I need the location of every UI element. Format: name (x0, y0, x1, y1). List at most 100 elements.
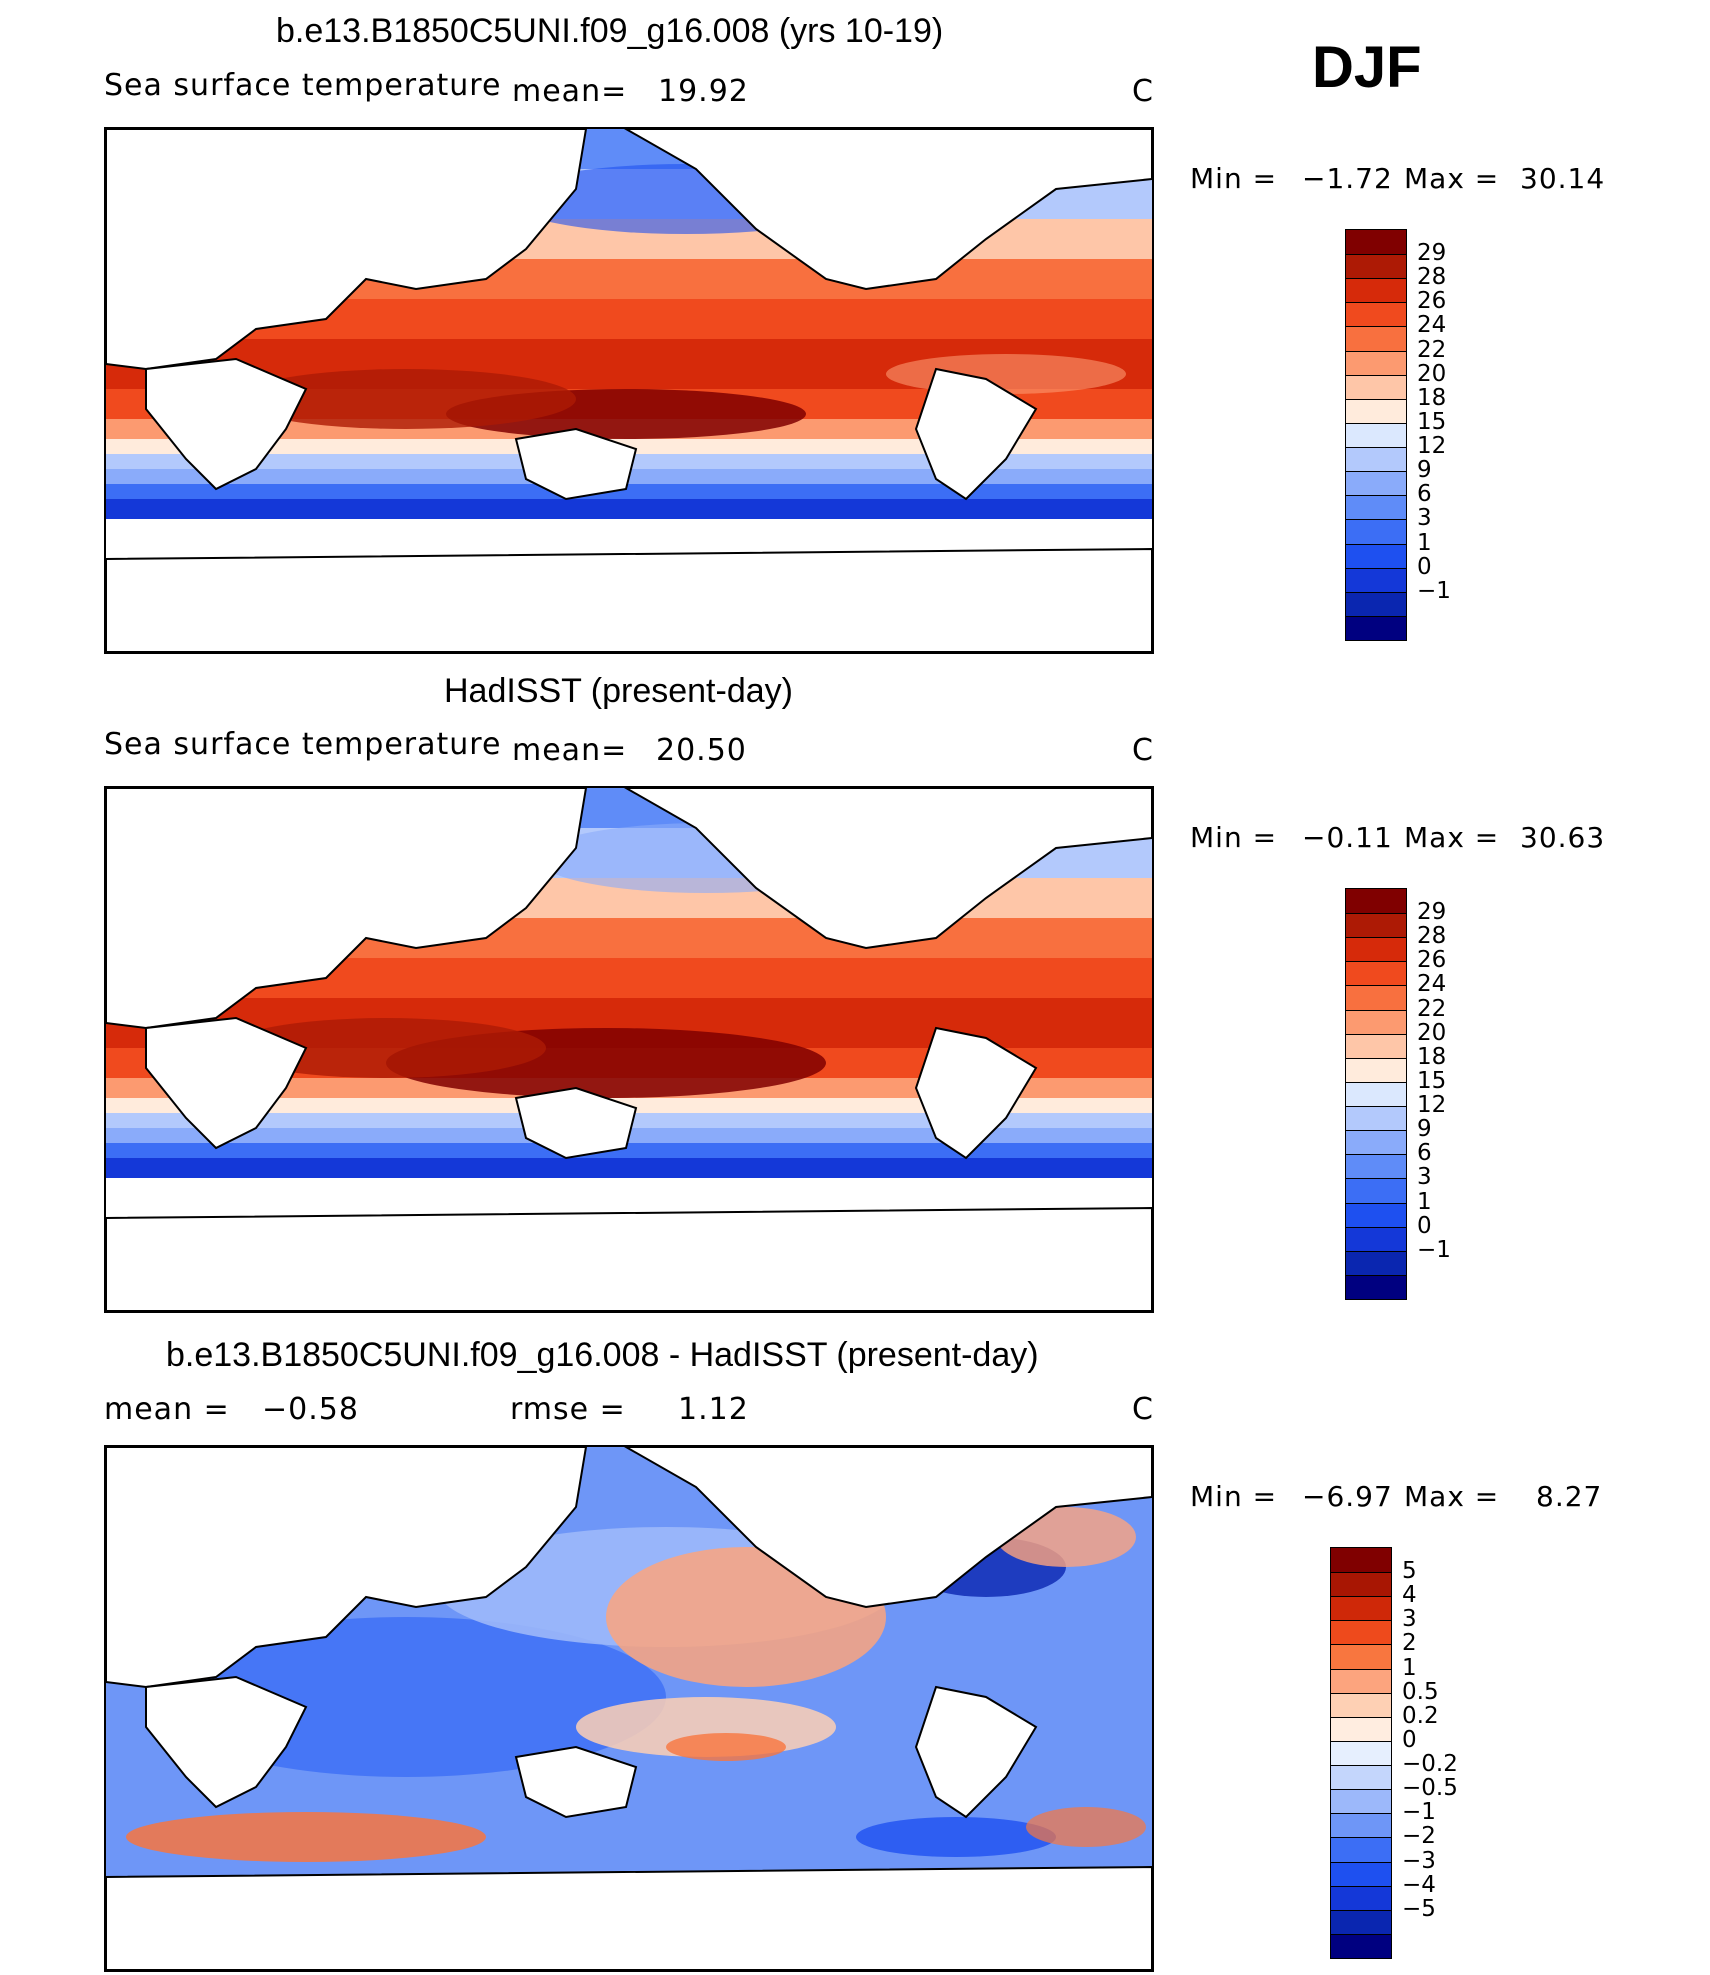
season-label: DJF (1312, 35, 1422, 100)
colorbar-tick-label: 0.2 (1402, 1702, 1439, 1729)
colorbar-box (1331, 1765, 1391, 1790)
panel1-map (104, 127, 1154, 654)
panel3-rmse-value: 1.12 (678, 1392, 749, 1427)
colorbar-box (1346, 422, 1406, 448)
colorbar-box (1331, 1885, 1391, 1910)
colorbar-tick-label: 12 (1417, 1092, 1447, 1119)
colorbar-box (1346, 1130, 1406, 1155)
colorbar-box (1346, 1226, 1406, 1251)
colorbar-tick-label: 6 (1417, 481, 1432, 508)
colorbar-box (1331, 1909, 1391, 1934)
panel1-mean-label: mean= (512, 74, 628, 109)
panel1-land (105, 128, 1153, 653)
colorbar-tick-label: 9 (1417, 457, 1432, 484)
panel3-difference-field (105, 1446, 1153, 1971)
colorbar-box (1346, 543, 1406, 568)
colorbar-tick-label: 2 (1402, 1630, 1417, 1657)
panel1-max-label: Max = (1404, 162, 1500, 195)
panel2-map (104, 786, 1154, 1313)
colorbar-tick-label: −2 (1402, 1823, 1436, 1850)
colorbar-tick-label: 6 (1417, 1140, 1432, 1167)
colorbar-tick-label: 28 (1417, 264, 1447, 291)
panel3-map (104, 1445, 1154, 1972)
panel1-max-value: 30.14 (1520, 162, 1606, 195)
colorbar-tick-label: 29 (1417, 899, 1447, 926)
colorbar-tick-label: −1 (1417, 577, 1451, 604)
colorbar-box (1331, 1837, 1391, 1862)
panel1-colorbar (1345, 229, 1407, 641)
colorbar-tick-label: 24 (1417, 971, 1447, 998)
colorbar-tick-label: 15 (1417, 408, 1447, 435)
colorbar-tick-label: 3 (1417, 1164, 1432, 1191)
colorbar-box (1346, 1033, 1406, 1058)
colorbar-tick-label: 29 (1417, 240, 1447, 267)
colorbar-box (1346, 374, 1406, 399)
colorbar-tick-label: 0.5 (1402, 1678, 1439, 1705)
panel3-land (105, 1446, 1153, 1971)
panel1-min-label: Min = (1190, 162, 1278, 195)
panel2-title: HadISST (present-day) (444, 672, 793, 710)
colorbar-box (1331, 1620, 1391, 1645)
colorbar-box (1346, 302, 1406, 327)
colorbar-box (1346, 567, 1406, 592)
colorbar-box (1331, 1789, 1391, 1814)
panel2-colorbar (1345, 888, 1407, 1300)
colorbar-box (1346, 1202, 1406, 1227)
panel2-sst-field (105, 787, 1153, 1312)
colorbar-tick-label: 4 (1402, 1582, 1417, 1609)
panel2-min-label: Min = (1190, 821, 1278, 854)
colorbar-box (1346, 326, 1406, 351)
colorbar-tick-label: −4 (1402, 1871, 1436, 1898)
panel3-rmse-label: rmse = (510, 1392, 626, 1427)
colorbar-tick-label: −5 (1402, 1895, 1436, 1922)
colorbar-tick-label: 18 (1417, 384, 1447, 411)
colorbar-box (1346, 1057, 1406, 1082)
panel2-max-value: 30.63 (1520, 821, 1606, 854)
colorbar-box (1346, 495, 1406, 520)
colorbar-box (1346, 889, 1406, 914)
colorbar-box (1346, 1274, 1406, 1299)
colorbar-box (1331, 1716, 1391, 1741)
colorbar-box (1346, 1154, 1406, 1179)
colorbar-tick-label: −0.2 (1402, 1751, 1458, 1778)
colorbar-box (1346, 230, 1406, 255)
colorbar-tick-label: 15 (1417, 1067, 1447, 1094)
colorbar-tick-label: 18 (1417, 1043, 1447, 1070)
colorbar-tick-label: 28 (1417, 923, 1447, 950)
colorbar-tick-label: 1 (1417, 529, 1432, 556)
panel3-title: b.e13.B1850C5UNI.f09_g16.008 - HadISST (… (166, 1336, 1039, 1374)
colorbar-box (1346, 398, 1406, 423)
panel3-mean-value: −0.58 (262, 1392, 359, 1427)
colorbar-box (1346, 1178, 1406, 1203)
panel1-mean-value: 19.92 (658, 74, 749, 109)
colorbar-box (1346, 278, 1406, 303)
colorbar-box (1346, 615, 1406, 640)
colorbar-tick-label: 20 (1417, 1019, 1447, 1046)
colorbar-tick-label: 3 (1402, 1606, 1417, 1633)
colorbar-box (1346, 519, 1406, 544)
colorbar-box (1331, 1813, 1391, 1838)
colorbar-box (1346, 350, 1406, 375)
colorbar-box (1331, 1644, 1391, 1669)
panel2-max-label: Max = (1404, 821, 1500, 854)
colorbar-tick-label: −3 (1402, 1847, 1436, 1874)
colorbar-box (1331, 1933, 1391, 1958)
colorbar-tick-label: 3 (1417, 505, 1432, 532)
panel3-units: C (1132, 1392, 1154, 1427)
panel3-max-value: 8.27 (1536, 1480, 1603, 1513)
colorbar-tick-label: 22 (1417, 995, 1447, 1022)
panel3-max-label: Max = (1404, 1480, 1500, 1513)
colorbar-box (1346, 985, 1406, 1010)
colorbar-tick-label: 12 (1417, 433, 1447, 460)
colorbar-box (1331, 1861, 1391, 1886)
colorbar-box (1346, 913, 1406, 938)
colorbar-box (1346, 447, 1406, 472)
panel2-mean-value: 20.50 (656, 733, 747, 768)
colorbar-tick-label: −0.5 (1402, 1775, 1458, 1802)
colorbar-box (1331, 1740, 1391, 1766)
colorbar-tick-label: −1 (1402, 1799, 1436, 1826)
colorbar-box (1346, 591, 1406, 616)
colorbar-box (1346, 937, 1406, 962)
panel3-min-label: Min = (1190, 1480, 1278, 1513)
panel1-units: C (1132, 74, 1154, 109)
